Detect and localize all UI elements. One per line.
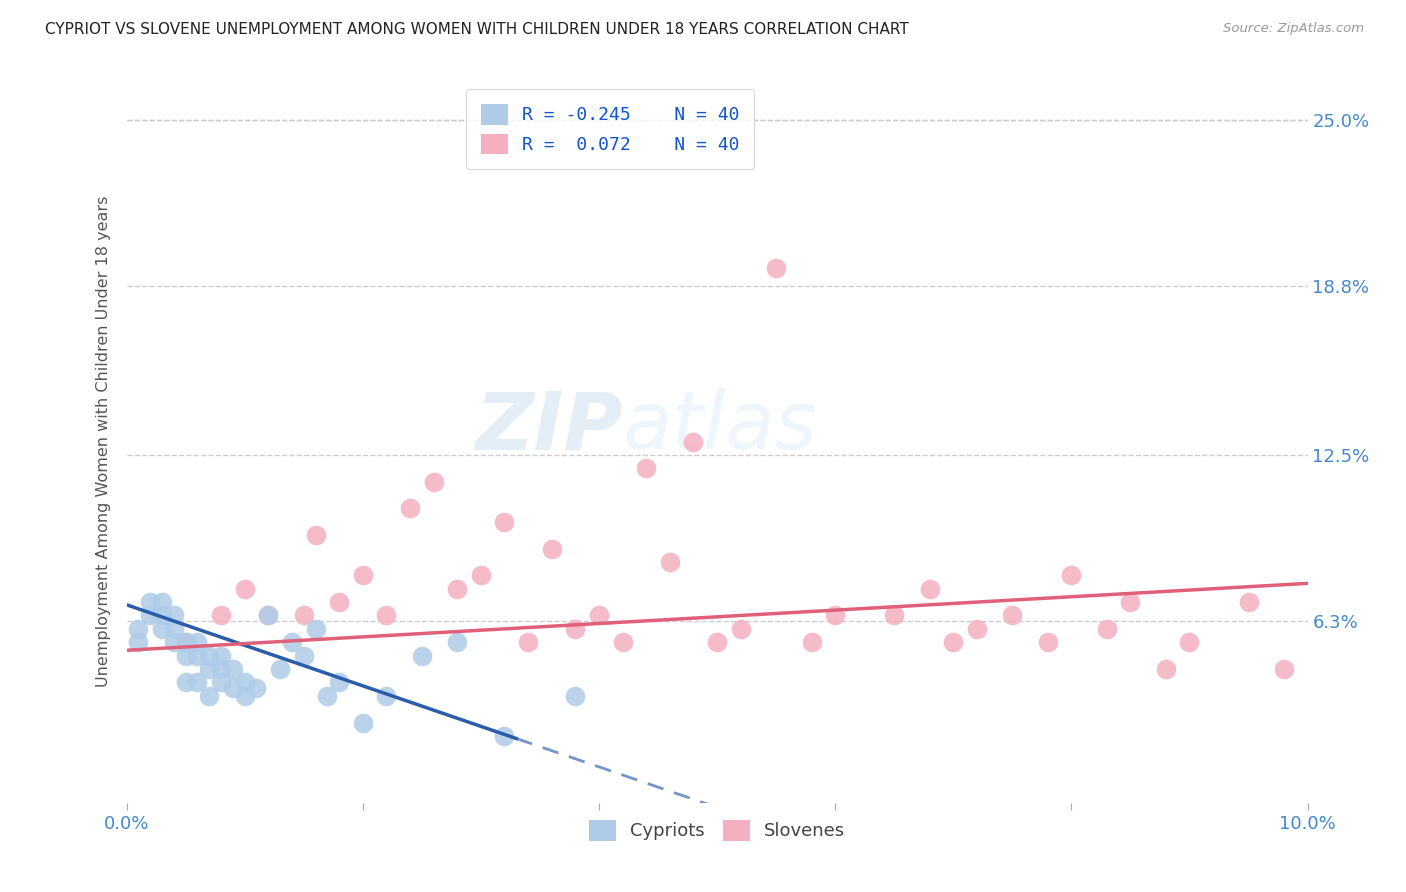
- Point: [883, 608, 905, 623]
- Point: [209, 662, 232, 676]
- Point: [446, 635, 468, 649]
- Point: [966, 622, 988, 636]
- Point: [150, 595, 173, 609]
- Point: [682, 434, 704, 449]
- Point: [399, 501, 422, 516]
- Point: [918, 582, 941, 596]
- Point: [163, 622, 186, 636]
- Point: [233, 675, 256, 690]
- Point: [352, 715, 374, 730]
- Point: [588, 608, 610, 623]
- Point: [174, 635, 197, 649]
- Point: [446, 582, 468, 596]
- Point: [292, 648, 315, 663]
- Point: [470, 568, 492, 582]
- Legend: Cypriots, Slovenes: Cypriots, Slovenes: [582, 813, 852, 848]
- Point: [304, 622, 326, 636]
- Point: [150, 608, 173, 623]
- Point: [281, 635, 304, 649]
- Point: [304, 528, 326, 542]
- Point: [494, 515, 516, 529]
- Point: [209, 608, 232, 623]
- Point: [1095, 622, 1118, 636]
- Point: [222, 681, 245, 695]
- Point: [139, 608, 162, 623]
- Point: [730, 622, 752, 636]
- Point: [127, 622, 149, 636]
- Point: [163, 635, 186, 649]
- Point: [174, 635, 197, 649]
- Point: [564, 622, 586, 636]
- Point: [824, 608, 846, 623]
- Point: [706, 635, 728, 649]
- Point: [1001, 608, 1024, 623]
- Text: CYPRIOT VS SLOVENE UNEMPLOYMENT AMONG WOMEN WITH CHILDREN UNDER 18 YEARS CORRELA: CYPRIOT VS SLOVENE UNEMPLOYMENT AMONG WO…: [45, 22, 908, 37]
- Point: [540, 541, 562, 556]
- Point: [411, 648, 433, 663]
- Point: [494, 729, 516, 743]
- Text: ZIP: ZIP: [475, 388, 623, 467]
- Point: [198, 662, 221, 676]
- Point: [375, 608, 398, 623]
- Text: Source: ZipAtlas.com: Source: ZipAtlas.com: [1223, 22, 1364, 36]
- Point: [174, 648, 197, 663]
- Point: [139, 595, 162, 609]
- Point: [174, 675, 197, 690]
- Point: [658, 555, 681, 569]
- Point: [127, 635, 149, 649]
- Point: [800, 635, 823, 649]
- Point: [163, 608, 186, 623]
- Point: [422, 475, 444, 489]
- Point: [245, 681, 267, 695]
- Point: [352, 568, 374, 582]
- Point: [328, 595, 350, 609]
- Point: [292, 608, 315, 623]
- Point: [316, 689, 339, 703]
- Point: [1272, 662, 1295, 676]
- Point: [186, 635, 208, 649]
- Point: [328, 675, 350, 690]
- Point: [186, 675, 208, 690]
- Point: [1119, 595, 1142, 609]
- Text: atlas: atlas: [623, 388, 817, 467]
- Point: [612, 635, 634, 649]
- Point: [375, 689, 398, 703]
- Point: [942, 635, 965, 649]
- Point: [1036, 635, 1059, 649]
- Point: [517, 635, 540, 649]
- Point: [186, 648, 208, 663]
- Point: [150, 622, 173, 636]
- Point: [1178, 635, 1201, 649]
- Point: [209, 675, 232, 690]
- Point: [765, 260, 787, 275]
- Point: [257, 608, 280, 623]
- Point: [564, 689, 586, 703]
- Point: [1154, 662, 1177, 676]
- Point: [222, 662, 245, 676]
- Point: [209, 648, 232, 663]
- Point: [257, 608, 280, 623]
- Point: [1060, 568, 1083, 582]
- Point: [233, 582, 256, 596]
- Point: [198, 689, 221, 703]
- Point: [1237, 595, 1260, 609]
- Point: [233, 689, 256, 703]
- Point: [198, 648, 221, 663]
- Point: [269, 662, 291, 676]
- Y-axis label: Unemployment Among Women with Children Under 18 years: Unemployment Among Women with Children U…: [96, 196, 111, 687]
- Point: [636, 461, 658, 475]
